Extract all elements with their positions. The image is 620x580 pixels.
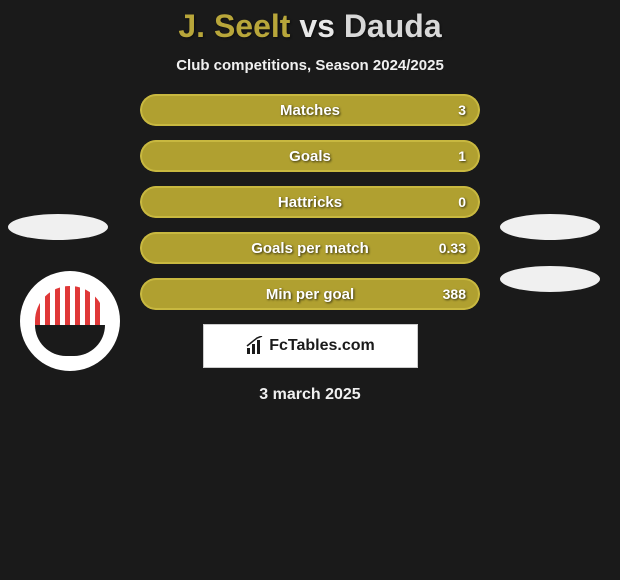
branding-box[interactable]: FcTables.com: [203, 324, 418, 368]
stat-label: Matches: [280, 102, 340, 119]
stat-label: Goals per match: [251, 240, 369, 257]
stat-value-right: 3: [458, 102, 466, 118]
stat-row: Goals 1: [140, 140, 480, 172]
player2-ellipse-1: [500, 214, 600, 240]
player2-ellipse-2: [500, 266, 600, 292]
stat-label: Hattricks: [278, 194, 342, 211]
stats-container: Matches 3 Goals 1 Hattricks 0 Goals per match 0…: [0, 94, 620, 404]
title-vs: vs: [299, 8, 335, 44]
stat-value-right: 388: [443, 286, 466, 302]
chart-icon: [245, 336, 265, 356]
title-player2: Dauda: [344, 8, 442, 44]
stat-rows: Matches 3 Goals 1 Hattricks 0 Goals per match 0…: [140, 94, 480, 310]
player1-ellipse: [8, 214, 108, 240]
branding-text: FcTables.com: [269, 337, 375, 355]
club-badge-icon: [35, 286, 105, 356]
stat-row: Matches 3: [140, 94, 480, 126]
stat-label: Min per goal: [266, 286, 354, 303]
club-badge: [20, 271, 120, 371]
stat-row: Goals per match 0.33: [140, 232, 480, 264]
badge-right: [500, 214, 600, 292]
title-player1: J. Seelt: [178, 8, 290, 44]
date-label: 3 march 2025: [0, 386, 620, 404]
stat-row: Min per goal 388: [140, 278, 480, 310]
subtitle: Club competitions, Season 2024/2025: [0, 57, 620, 74]
stat-value-right: 1: [458, 148, 466, 164]
stat-value-right: 0: [458, 194, 466, 210]
stat-row: Hattricks 0: [140, 186, 480, 218]
stat-value-right: 0.33: [439, 240, 466, 256]
badge-left: [8, 214, 108, 240]
stat-label: Goals: [289, 148, 331, 165]
page-title: J. Seelt vs Dauda: [0, 0, 620, 45]
